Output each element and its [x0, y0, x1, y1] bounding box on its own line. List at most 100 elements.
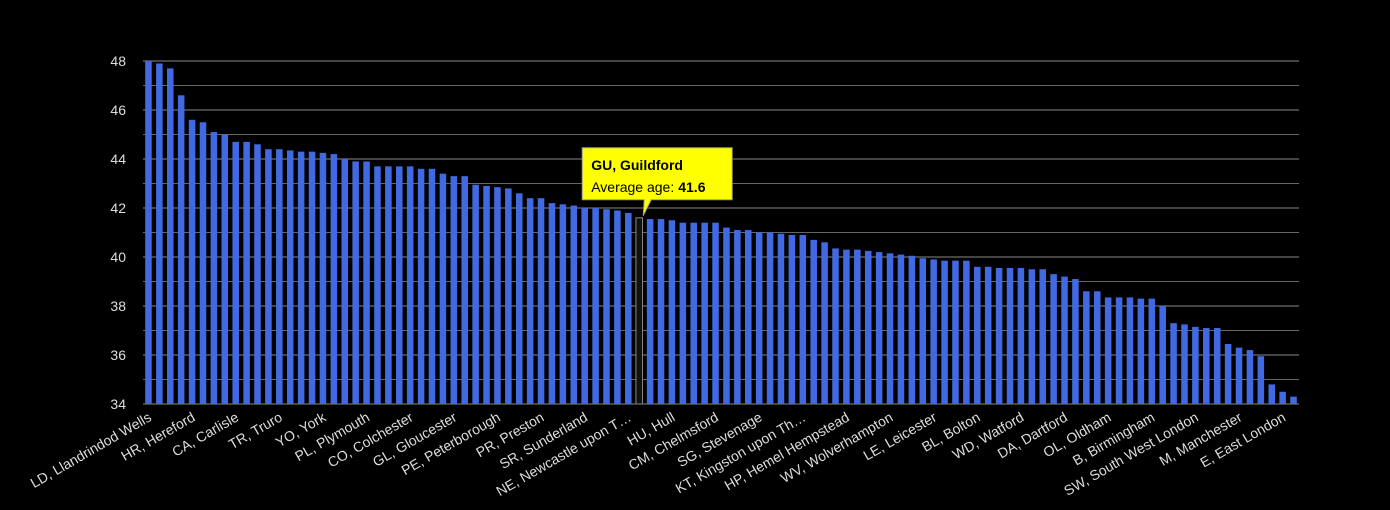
bar	[777, 233, 785, 404]
bar	[232, 141, 239, 404]
bar	[1083, 291, 1090, 404]
bar	[919, 258, 927, 404]
bar	[843, 249, 850, 404]
bar	[854, 249, 861, 404]
bar	[1224, 343, 1232, 404]
bar	[963, 260, 970, 404]
bar	[799, 234, 807, 404]
bar	[723, 227, 730, 404]
bar	[897, 254, 905, 404]
y-tick-label: 44	[110, 151, 126, 167]
bar	[166, 68, 174, 404]
bar	[210, 132, 218, 405]
tooltip-value: 41.6	[678, 179, 705, 195]
y-tick-label: 40	[110, 249, 126, 265]
bar	[188, 119, 196, 405]
bar	[472, 184, 479, 404]
bar	[1006, 268, 1014, 404]
bar	[1213, 328, 1221, 404]
bar	[417, 168, 425, 404]
bar	[755, 232, 763, 404]
bar	[1203, 328, 1210, 404]
bar	[690, 222, 698, 404]
bar	[984, 266, 992, 404]
bar	[515, 193, 523, 404]
bar	[734, 230, 741, 404]
bar	[428, 168, 436, 404]
bar	[548, 203, 556, 404]
bar	[276, 149, 283, 404]
bar	[330, 154, 338, 404]
bar	[439, 173, 447, 404]
bar	[766, 232, 774, 404]
bar	[1093, 291, 1101, 404]
bar	[668, 220, 676, 404]
bar	[374, 166, 381, 404]
bar	[526, 198, 534, 404]
bar	[1039, 269, 1046, 404]
bar	[1290, 396, 1297, 404]
bar	[363, 161, 370, 404]
bar	[450, 176, 458, 404]
bar	[701, 222, 708, 404]
bar	[297, 151, 305, 404]
bar	[265, 149, 272, 404]
bar	[592, 208, 599, 404]
bar	[941, 260, 948, 404]
bar	[1028, 269, 1036, 404]
bar	[875, 252, 883, 404]
bar	[406, 166, 414, 404]
bar	[286, 150, 294, 404]
bar	[537, 198, 545, 404]
bar	[1181, 324, 1188, 404]
bar	[712, 222, 719, 404]
bar	[243, 141, 250, 404]
y-tick-label: 46	[110, 102, 126, 118]
bar	[908, 255, 916, 404]
bar	[177, 95, 185, 405]
bar	[156, 63, 163, 404]
bar	[952, 260, 959, 404]
bar	[1246, 350, 1254, 404]
bar	[341, 159, 349, 404]
bar	[995, 268, 1003, 404]
bar	[581, 208, 588, 404]
bar	[635, 217, 643, 405]
bar	[886, 253, 894, 404]
bar	[494, 187, 501, 404]
bar	[1159, 306, 1166, 404]
bar	[657, 219, 665, 404]
bar	[559, 204, 567, 404]
tooltip-box	[581, 147, 733, 217]
bar	[352, 161, 359, 404]
bar	[396, 166, 403, 404]
bar	[810, 239, 817, 404]
bar	[788, 234, 796, 404]
bar	[145, 61, 152, 404]
bar	[1104, 297, 1112, 404]
bar	[1115, 297, 1123, 404]
bar	[1192, 326, 1199, 404]
bar	[1050, 274, 1057, 404]
bar	[1235, 347, 1243, 404]
bar	[625, 212, 632, 404]
bar	[864, 250, 872, 404]
bar	[199, 122, 207, 404]
tooltip-title: GU, Guildford	[591, 157, 683, 173]
bar	[679, 222, 687, 404]
bar	[744, 230, 752, 404]
y-tick-label: 38	[110, 298, 126, 314]
tooltip-label: Average age:	[591, 179, 674, 195]
bar	[1148, 298, 1156, 404]
y-tick-label: 42	[110, 200, 126, 216]
y-tick-label: 48	[110, 53, 126, 69]
bar	[1061, 276, 1068, 404]
bar	[308, 151, 316, 404]
bar	[832, 248, 839, 404]
bar	[614, 210, 621, 404]
bar	[930, 259, 937, 404]
bar	[1170, 323, 1177, 404]
bar	[1017, 268, 1025, 404]
